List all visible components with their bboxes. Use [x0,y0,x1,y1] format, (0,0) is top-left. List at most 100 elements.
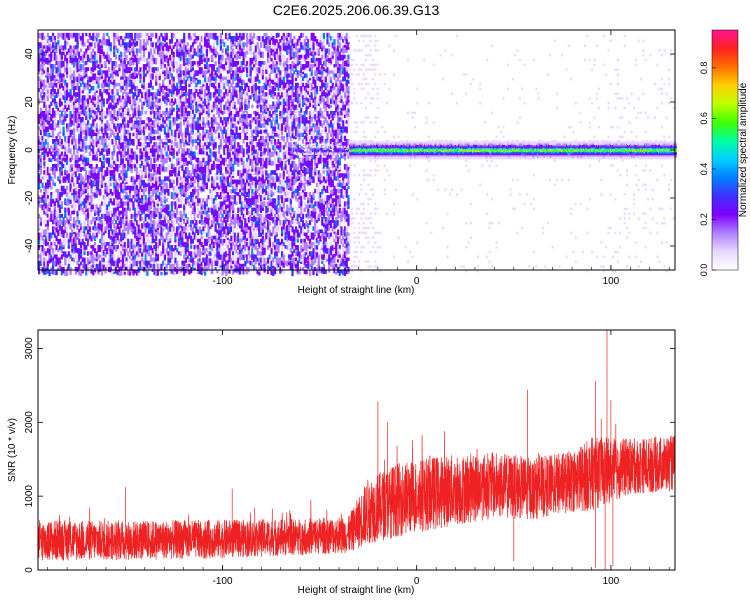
heatmap-cell [41,135,44,141]
heatmap-cell [41,198,44,203]
heatmap-cell [118,229,121,236]
heatmap-cell [200,182,203,187]
heatmap-cell [177,226,181,231]
heatmap-cell [156,157,160,162]
heatmap-cell [204,257,207,263]
heatmap-cell [156,185,160,190]
heatmap-cell [64,157,67,163]
heatmap-cell [120,245,123,249]
heatmap-cell [184,95,188,99]
heatmap-cell [106,248,109,255]
heatmap-cell [148,213,151,220]
heatmap-cell [144,248,147,252]
heatmap-cell [193,154,196,160]
heatmap-cell [170,76,174,81]
heatmap-cell [134,216,137,222]
heatmap-cell [156,207,160,213]
heatmap-cell [106,82,109,88]
heatmap-cell [92,104,95,111]
heatmap-cell [186,45,189,50]
heatmap-cell [123,98,126,105]
heatmap-cell [38,117,41,123]
spectrogram-cells [38,32,677,277]
heatmap-cell [202,148,205,155]
heatmap-cell [135,241,139,247]
heatmap-cell [169,148,172,152]
heatmap-cell [141,263,144,270]
heatmap-cell [72,170,76,175]
heatmap-cell [125,248,128,252]
heatmap-cell [50,154,53,159]
heatmap-cell [193,39,196,45]
heatmap-cell [106,79,109,83]
heatmap-cell [72,92,76,97]
heatmap-cell [174,98,177,104]
heatmap-cell [86,185,90,190]
heatmap-cell [162,82,165,88]
heatmap-cell [146,235,149,242]
heatmap-cell [207,195,210,200]
heatmap-cell [177,107,181,113]
heatmap-cell [107,229,111,234]
heatmap-cell [118,54,121,61]
heatmap-cell [183,192,186,197]
heatmap-cell [200,198,203,204]
heatmap-cell [177,51,181,58]
heatmap-cell [65,85,69,91]
heatmap-cell [155,67,158,71]
heatmap-cell [86,176,90,181]
heatmap-cell [120,216,123,223]
heatmap-cell [205,135,208,142]
heatmap-cell [106,210,109,216]
heatmap-cell [76,154,79,161]
heatmap-cell [205,198,208,204]
heatmap-cell [76,67,79,73]
heatmap-cell [144,173,147,179]
heatmap-cell [195,220,198,226]
heatmap-cell [184,85,188,91]
heatmap-cell [100,64,104,68]
heatmap-cell [197,182,200,188]
heatmap-cell [172,67,175,72]
heatmap-cell [39,157,42,162]
heatmap-cell [197,64,200,68]
heatmap-cell [55,260,58,267]
heatmap-cell [158,104,161,110]
heatmap-cell [155,70,158,77]
heatmap-cell [204,179,207,186]
heatmap-cell [109,98,112,103]
heatmap-cell [93,42,97,49]
heatmap-cell [197,70,200,76]
heatmap-cell [95,110,98,116]
heatmap-cell [58,160,62,165]
heatmap-cell [57,201,60,207]
heatmap-cell [114,192,118,198]
heatmap-cell [149,160,153,166]
heatmap-cell [167,92,170,98]
heatmap-cell [100,148,104,154]
heatmap-cell [116,145,119,150]
heatmap-cell [209,270,212,275]
heatmap-cell [200,201,203,207]
heatmap-cell [86,126,90,133]
heatmap-cell [139,163,142,168]
heatmap-cell [97,254,100,261]
heatmap-cell [197,263,200,268]
heatmap-cell [51,179,55,186]
heatmap-cell [104,201,107,208]
heatmap-cell [111,241,114,247]
heatmap-cell [130,245,133,249]
heatmap-cell [188,32,191,39]
heatmap-cell [125,64,128,69]
heatmap-cell [114,138,118,145]
heatmap-cell [60,138,63,145]
heatmap-cell [102,263,105,270]
heatmap-cell [156,148,160,155]
heatmap-cell [90,213,93,219]
heatmap-cell [62,85,65,91]
heatmap-cell [50,145,53,150]
heatmap-cell [148,245,151,251]
heatmap-cell [69,104,72,109]
heatmap-cell [64,104,67,110]
heatmap-cell [153,57,156,64]
